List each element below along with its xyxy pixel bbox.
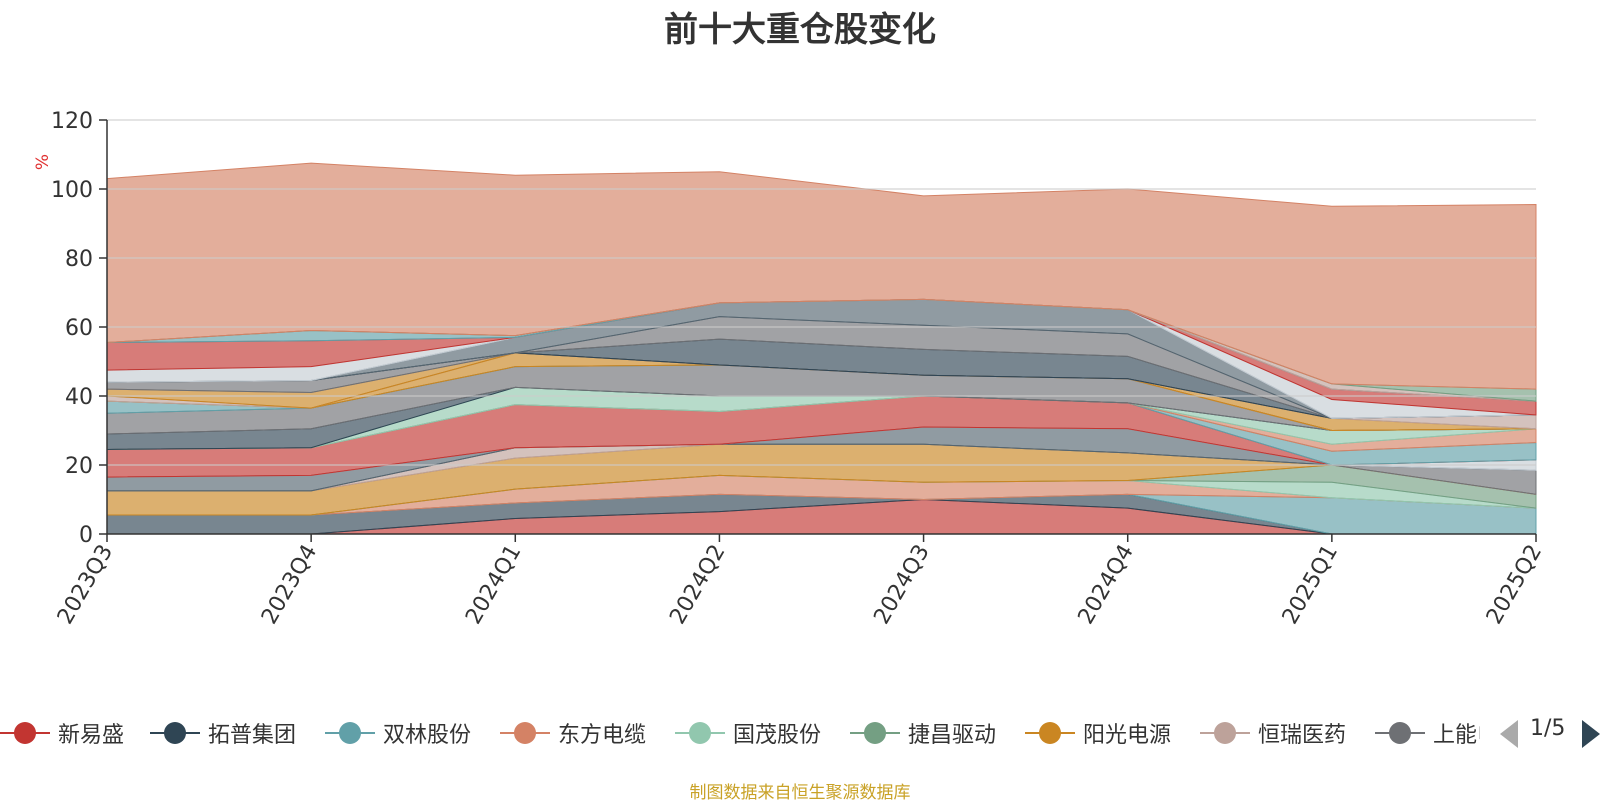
legend-marker-icon [325,719,375,747]
legend-page-indicator: 1/5 [1530,716,1566,741]
data-source-note: 制图数据来自恒生聚源数据库 [689,783,911,803]
legend-label: 阳光电源 [1083,723,1172,748]
legend-label: 双林股份 [383,723,472,748]
y-axis-unit-label: % [33,154,53,170]
legend-prev-page-icon[interactable] [1500,720,1518,748]
x-tick-label: 2025Q1 [1278,541,1343,629]
y-tick-label: 20 [65,454,93,479]
legend-label: 新易盛 [58,723,125,748]
x-tick-label: 2024Q2 [665,541,730,629]
legend-pager: 1/5 [1500,716,1600,748]
x-tick-label: 2024Q3 [869,541,934,629]
legend-marker-icon [675,719,725,747]
legend: 新易盛 拓普集团 双林股份 东方电缆 国茂股份 捷昌驱动 阳光电源 恒瑞医药 上能电气 [0,718,1480,748]
legend-item-7[interactable]: 阳光电源 [1025,718,1171,748]
legend-marker-icon [1025,719,1075,747]
legend-label: 拓普集团 [208,723,297,748]
legend-label: 恒瑞医药 [1258,723,1347,748]
legend-item-2[interactable]: 拓普集团 [150,718,296,748]
legend-label: 上能电气 [1433,723,1480,748]
legend-label: 东方电缆 [558,723,647,748]
y-tick-label: 0 [79,523,93,548]
area-series-group [106,162,1537,535]
legend-marker-icon [850,719,900,747]
legend-marker-icon [500,719,550,747]
x-tick-label: 2024Q4 [1074,541,1139,629]
area-series-32 [106,162,1537,390]
x-tick-label: 2024Q1 [461,541,526,629]
legend-marker-icon [1375,719,1425,747]
legend-item-9[interactable]: 上能电气 [1375,718,1480,748]
x-tick-label: 2023Q3 [53,541,118,629]
y-tick-label: 60 [65,316,93,341]
legend-item-8[interactable]: 恒瑞医药 [1200,718,1346,748]
chart-title: 前十大重仓股变化 [664,10,936,50]
legend-item-1[interactable]: 新易盛 [0,718,124,748]
legend-marker-icon [150,719,200,747]
legend-item-3[interactable]: 双林股份 [325,718,471,748]
legend-label: 捷昌驱动 [908,723,997,748]
x-tick-label: 2025Q2 [1482,541,1547,629]
legend-next-page-icon[interactable] [1582,720,1600,748]
legend-marker-icon [1200,719,1250,747]
legend-item-4[interactable]: 东方电缆 [500,718,646,748]
legend-label: 国茂股份 [733,723,822,748]
x-tick-label: 2023Q4 [257,541,322,629]
legend-marker-icon [0,719,50,747]
legend-item-5[interactable]: 国茂股份 [675,718,821,748]
y-gridlines [107,119,1536,466]
y-tick-label: 100 [51,178,93,203]
y-tick-label: 80 [65,247,93,272]
y-tick-label: 120 [51,109,93,134]
y-tick-label: 40 [65,385,93,410]
legend-item-6[interactable]: 捷昌驱动 [850,718,996,748]
